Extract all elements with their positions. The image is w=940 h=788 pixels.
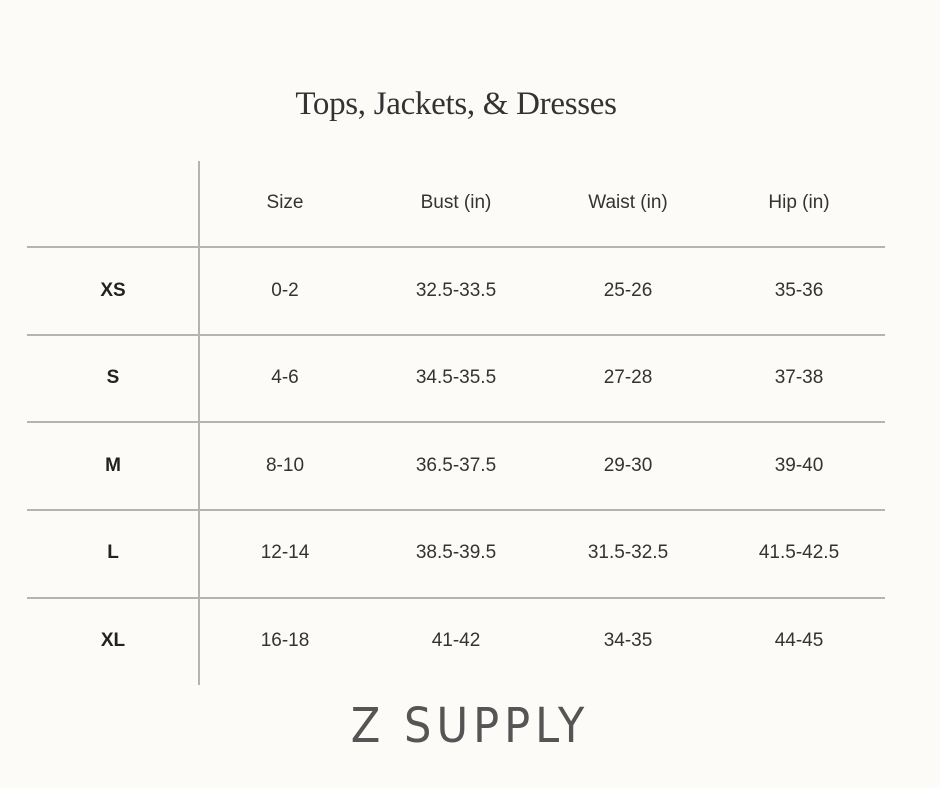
row-label: S: [106, 367, 120, 388]
row-label: XS: [100, 280, 126, 301]
table-cell-bust: 38.5-39.5: [415, 542, 497, 563]
table-cell-hip: 37-38: [774, 367, 824, 388]
table-cell-hip: 41.5-42.5: [758, 542, 840, 563]
table-cell-size: 0-2: [271, 280, 299, 301]
table-cell-size: 12-14: [260, 542, 310, 563]
column-header: Hip (in): [768, 192, 830, 213]
row-divider: [27, 509, 885, 511]
chart-title: Tops, Jackets, & Dresses: [295, 86, 617, 122]
column-header: Size: [266, 192, 304, 213]
column-divider: [198, 161, 200, 685]
column-header: Bust (in): [420, 192, 492, 213]
table-cell-waist: 29-30: [603, 455, 653, 476]
table-cell-hip: 44-45: [774, 630, 824, 651]
row-divider: [27, 246, 885, 248]
table-cell-waist: 25-26: [603, 280, 653, 301]
table-cell-bust: 41-42: [431, 630, 481, 651]
row-label: XL: [100, 630, 126, 651]
table-cell-size: 4-6: [271, 367, 299, 388]
table-cell-bust: 32.5-33.5: [415, 280, 497, 301]
row-label: M: [105, 455, 121, 476]
brand-logo: Z SUPPLY: [350, 698, 590, 754]
column-header: Waist (in): [588, 192, 668, 213]
row-divider: [27, 421, 885, 423]
table-cell-bust: 34.5-35.5: [415, 367, 497, 388]
table-cell-size: 16-18: [260, 630, 310, 651]
table-cell-waist: 34-35: [603, 630, 653, 651]
table-cell-waist: 27-28: [603, 367, 653, 388]
table-cell-hip: 39-40: [774, 455, 824, 476]
table-cell-bust: 36.5-37.5: [415, 455, 497, 476]
table-cell-size: 8-10: [265, 455, 305, 476]
table-cell-waist: 31.5-32.5: [587, 542, 669, 563]
row-divider: [27, 597, 885, 599]
row-divider: [27, 334, 885, 336]
table-cell-hip: 35-36: [774, 280, 824, 301]
row-label: L: [107, 542, 119, 563]
